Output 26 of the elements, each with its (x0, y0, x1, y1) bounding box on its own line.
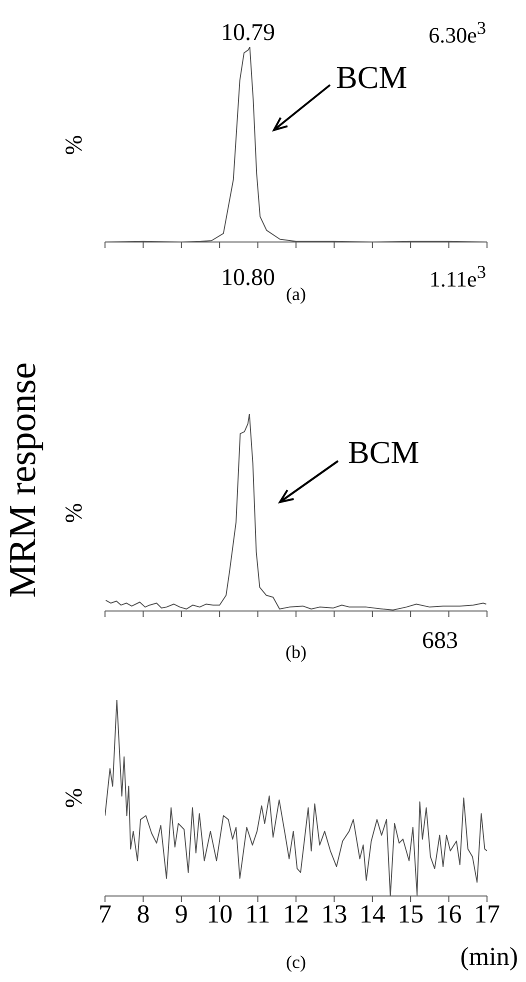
text: (a) (286, 284, 306, 305)
annotation: BCM (336, 59, 408, 96)
y-axis-title: % (62, 134, 88, 154)
text: 10.80 (221, 265, 275, 292)
x-tick-label: 12 (283, 899, 309, 928)
x-tick-label: 11 (245, 899, 270, 928)
x-tick-label: 15 (398, 899, 424, 928)
annotation: BCM (348, 434, 420, 470)
text: (c) (286, 952, 306, 973)
text: (b) (286, 642, 306, 663)
y-axis-title: % (62, 788, 88, 808)
x-tick-label: 10 (206, 899, 233, 928)
x-tick-label: 17 (474, 899, 500, 928)
x-tick-label: 13 (321, 899, 348, 928)
text: 683 (422, 628, 458, 654)
text: MRM response (2, 362, 45, 598)
x-tick-label: 8 (136, 899, 150, 928)
text: 1.11e$^{3}$ (429, 262, 486, 292)
annotation: 6.30e$^{3}$ (428, 18, 486, 48)
x-axis-title: (min) (460, 942, 518, 972)
y-axis-title: % (62, 502, 88, 522)
text: 10.79 (221, 20, 275, 46)
x-tick-label: 9 (174, 899, 188, 928)
x-tick-label: 14 (359, 899, 386, 928)
x-tick-label: 16 (436, 899, 462, 928)
x-tick-label: 7 (98, 899, 112, 928)
